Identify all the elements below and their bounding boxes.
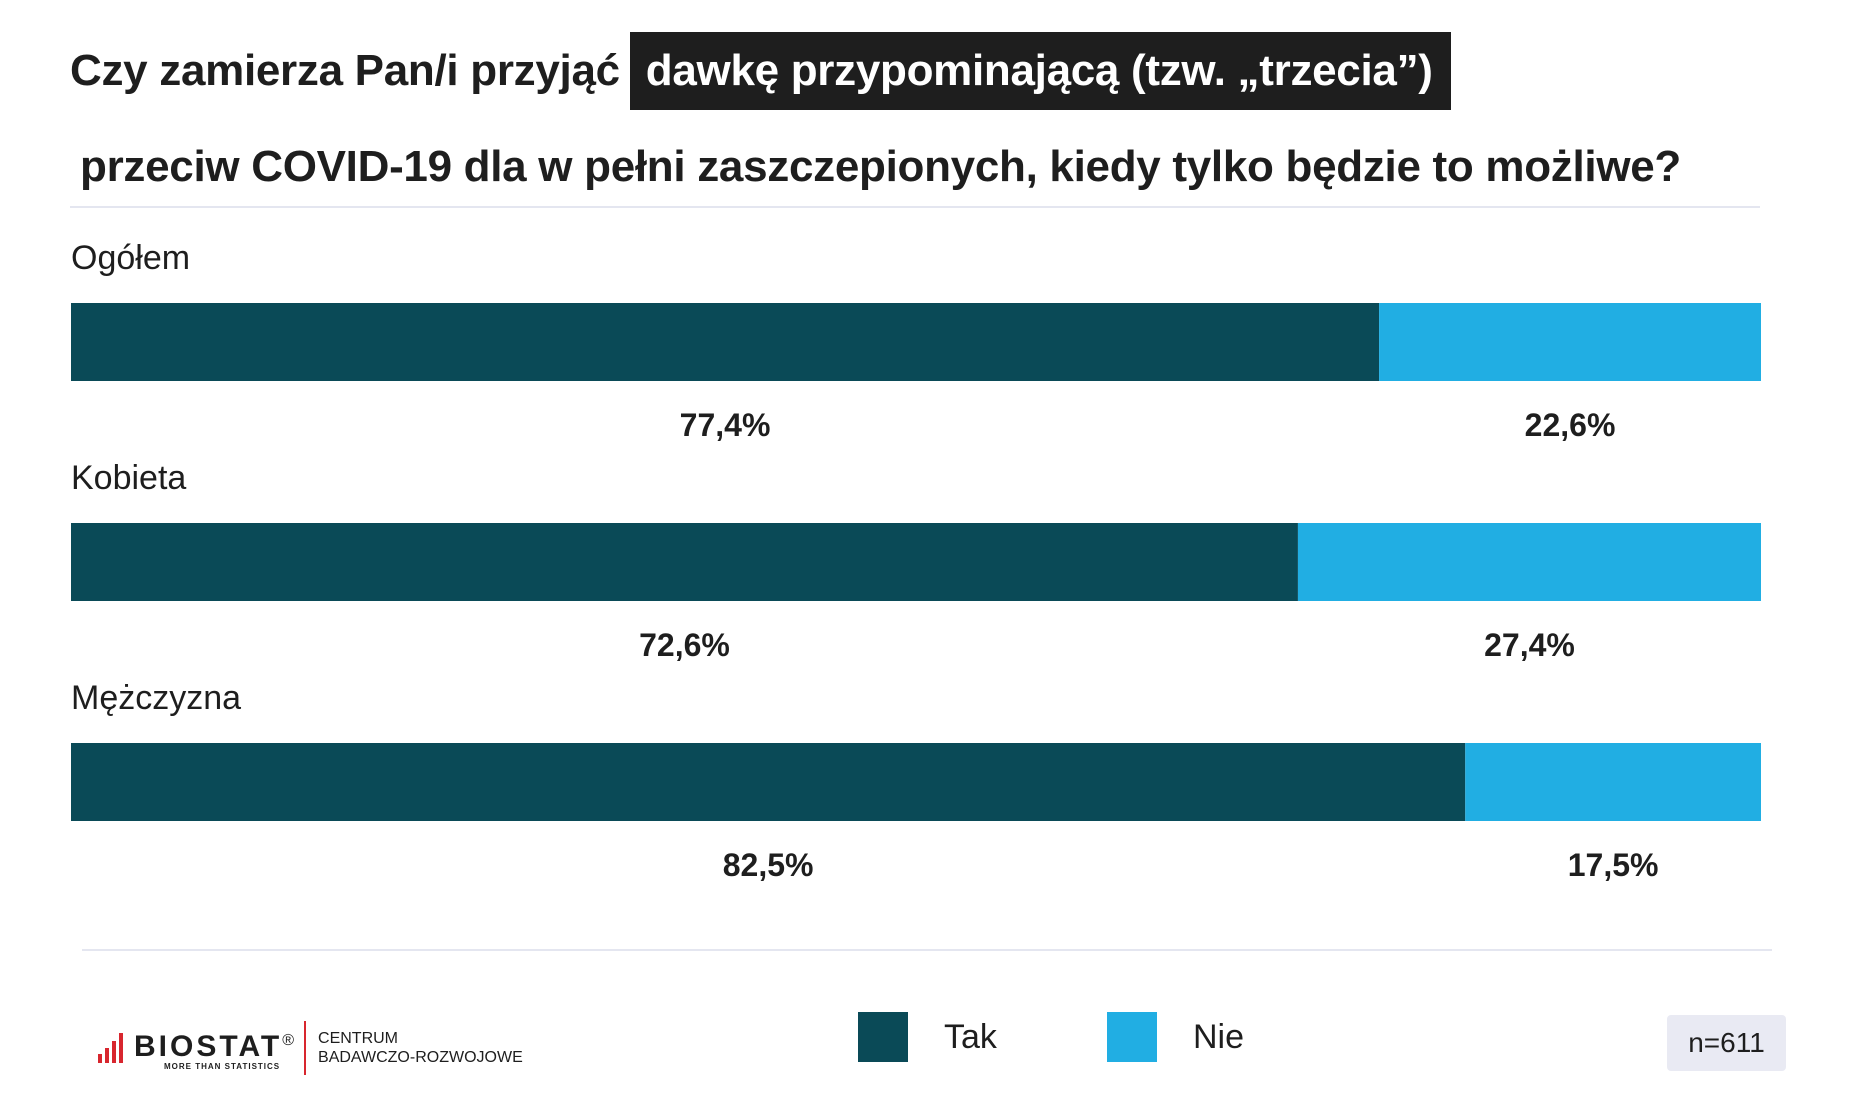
data-label-nie-ogolem: 22,6% <box>1525 407 1616 443</box>
biostat-logo: BIOSTAT® MORE THAN STATISTICS CENTRUM BA… <box>98 1020 523 1076</box>
top-divider <box>70 206 1760 208</box>
bar-nie-ogolem <box>1379 303 1761 381</box>
bar-tak-kobieta <box>71 523 1298 601</box>
bar-tak-mezczyzna <box>71 743 1466 821</box>
sample-size-badge: n=611 <box>1667 1015 1786 1071</box>
category-label-ogolem: Ogółem <box>71 239 190 277</box>
logo-separator <box>304 1021 307 1075</box>
logo-name: BIOSTAT® <box>134 1029 295 1063</box>
data-label-nie-kobieta: 27,4% <box>1484 627 1575 663</box>
bar-tak-ogolem <box>71 303 1380 381</box>
legend-item-tak: Tak <box>858 1012 997 1062</box>
title-highlight: dawkę przypominającą (tzw. „trzecia”) <box>629 32 1451 110</box>
data-label-nie-mezczyzna: 17,5% <box>1568 847 1659 883</box>
bar-nie-kobieta <box>1297 523 1761 601</box>
category-label-kobieta: Kobieta <box>71 459 186 497</box>
legend-label-tak: Tak <box>944 1017 997 1056</box>
category-label-mezczyzna: Mężczyzna <box>71 679 241 717</box>
legend-swatch-nie <box>1107 1012 1157 1062</box>
legend-item-nie: Nie <box>1107 1012 1244 1062</box>
stacked-bar-chart: Ogółem 77,4% 22,6% Kobieta 72,6% 27,4% Mężczyz… <box>71 239 1761 883</box>
title-part2: przeciw COVID-19 dla w pełni zaszczepion… <box>80 142 1682 191</box>
legend-swatch-tak <box>858 1012 908 1062</box>
data-label-tak-ogolem: 77,4% <box>680 407 771 443</box>
logo-subtitle: CENTRUM BADAWCZO-ROZWOJOWE <box>318 1030 523 1066</box>
bar-chart-icon <box>98 1033 126 1063</box>
legend-label-nie: Nie <box>1193 1017 1245 1056</box>
bottom-divider <box>82 949 1772 951</box>
title-part1: Czy zamierza Pan/i przyjąć <box>70 46 620 95</box>
bar-nie-mezczyzna <box>1465 743 1761 821</box>
data-label-tak-mezczyzna: 82,5% <box>723 847 814 883</box>
logo-tagline: MORE THAN STATISTICS <box>164 1061 281 1071</box>
data-label-tak-kobieta: 72,6% <box>639 627 730 663</box>
